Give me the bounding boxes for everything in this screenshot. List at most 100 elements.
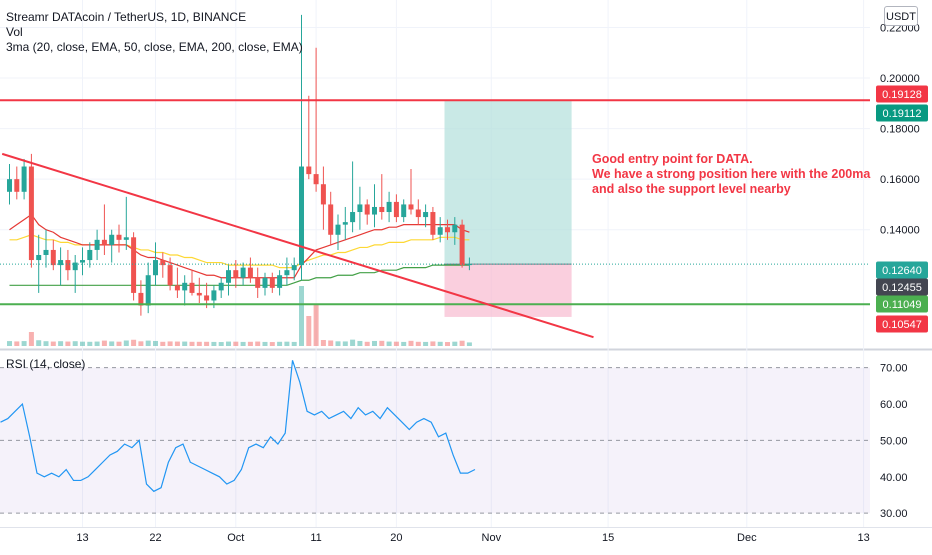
candle-body [313, 174, 319, 185]
volume-bar [299, 286, 304, 346]
candle-body [50, 249, 56, 266]
rsi-tick-label: 40.00 [880, 472, 908, 484]
candle-body [437, 227, 443, 235]
time-tick-label: Nov [482, 532, 502, 544]
volume-bar [65, 341, 71, 346]
volume-bar [153, 340, 158, 346]
volume-bar [350, 339, 356, 346]
rsi-tick-label: 30.00 [880, 508, 908, 520]
candle-body [291, 265, 297, 271]
volume-bar [50, 341, 56, 346]
price-tick-label: 0.18000 [880, 124, 920, 136]
time-tick-label: 13 [76, 532, 88, 544]
volume-bar [328, 340, 334, 346]
volume-bar [262, 341, 268, 346]
candle-body [138, 292, 144, 306]
volume-bar [386, 341, 392, 346]
volume-legend: Vol [6, 25, 23, 39]
candle-body [335, 224, 341, 235]
volume-bar [445, 342, 450, 346]
chart-title: Streamr DATAcoin / TetherUS, 1D, BINANCE [6, 10, 247, 24]
annotation-line: We have a strong position here with the … [592, 167, 871, 181]
volume-bar [247, 341, 253, 346]
volume-bar [160, 341, 166, 346]
volume-bar [167, 341, 173, 346]
candle-body [320, 184, 326, 205]
candle-body [94, 239, 100, 250]
time-tick-label: 20 [390, 532, 402, 544]
time-tick-label: 15 [602, 532, 614, 544]
price-tick-label: 0.16000 [880, 174, 920, 186]
moving-average-legend: 3ma (20, close, EMA, 50, close, EMA, 200… [6, 40, 303, 54]
price-label-tag [876, 104, 928, 122]
volume-bar [423, 341, 429, 346]
volume-bar [233, 341, 239, 346]
rsi-tick-label: 60.00 [880, 399, 908, 411]
volume-bar [437, 341, 443, 346]
candle-body [466, 264, 472, 266]
volume-bar [335, 341, 341, 346]
candle-body [262, 277, 268, 288]
volume-bar [357, 340, 363, 346]
candle-body [269, 277, 275, 288]
price-label-text: 0.19112 [883, 108, 922, 120]
volume-bar [131, 339, 137, 346]
candle-body [452, 224, 458, 233]
time-tick-label: Dec [737, 532, 757, 544]
volume-bar [226, 341, 231, 346]
candle-body [328, 204, 334, 235]
price-label-tag [876, 261, 928, 279]
volume-bar [80, 341, 85, 346]
candle-body [116, 234, 122, 240]
volume-bar [466, 342, 472, 346]
volume-bar [145, 340, 151, 346]
currency-selector[interactable]: USDT [884, 6, 918, 26]
candle-body [445, 227, 450, 233]
volume-bar [72, 341, 78, 346]
volume-bar [218, 342, 224, 346]
volume-bar [342, 341, 348, 346]
stop-zone [444, 264, 572, 317]
volume-bar [240, 341, 246, 346]
volume-bar [94, 341, 100, 346]
candle-body [72, 262, 78, 271]
candle-body [233, 270, 239, 278]
volume-bar [415, 341, 421, 346]
price-label-tag [876, 85, 928, 103]
price-label-text: 0.19128 [882, 89, 922, 101]
volume-bar [459, 340, 465, 346]
candle-body [408, 204, 414, 210]
volume-bar [7, 341, 12, 346]
candle-body [430, 212, 436, 235]
candle-body [182, 282, 188, 291]
candle-body [277, 275, 283, 288]
candle-body [174, 285, 180, 291]
candle-body [284, 270, 290, 276]
volume-bar [204, 341, 210, 346]
candle-body [386, 201, 392, 213]
time-tick-label: Oct [227, 532, 244, 544]
price-tick-label: 0.20000 [880, 73, 920, 85]
volume-bar [284, 341, 290, 346]
volume-bar [401, 341, 407, 346]
candle-body [36, 254, 42, 261]
candle-body [459, 224, 465, 266]
candle-body [247, 267, 253, 278]
descending-trendline [1, 152, 594, 339]
candle-body [372, 206, 377, 215]
candle-body [196, 292, 202, 296]
candle-body [87, 249, 93, 261]
ema20-line [9, 213, 470, 279]
price-label-text: 0.10547 [882, 319, 922, 331]
volume-bar [306, 316, 312, 346]
volume-bar [364, 341, 370, 346]
volume-bar [277, 341, 283, 346]
rsi-tick-label: 50.00 [880, 435, 908, 447]
candle-body [65, 260, 71, 271]
volume-bar [430, 341, 436, 346]
candle-body [393, 201, 399, 218]
time-tick-label: 11 [310, 532, 321, 544]
volume-bar [21, 341, 27, 346]
